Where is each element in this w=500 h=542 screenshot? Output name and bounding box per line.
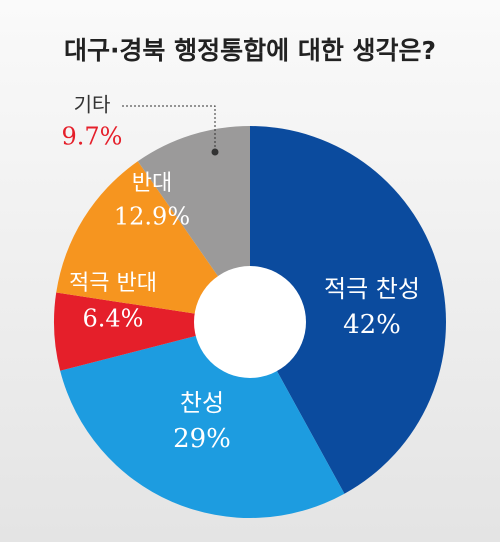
- value-label: 9.7%: [62, 123, 123, 151]
- donut-slice: [250, 126, 447, 494]
- donut-slice: [137, 126, 250, 322]
- slice-label: 적극 반대: [69, 271, 157, 296]
- value-label: 42%: [343, 310, 401, 340]
- donut-slice: [56, 161, 250, 322]
- slice-label: 찬성: [180, 389, 224, 417]
- slice-label: 반대: [132, 171, 172, 196]
- slice-label: 기타: [74, 93, 111, 117]
- slice-label: 적극 찬성: [324, 275, 420, 303]
- value-label: 12.9%: [114, 203, 190, 231]
- leader-dot: [211, 148, 219, 156]
- donut-slice: [53, 292, 250, 371]
- value-label: 6.4%: [83, 305, 144, 333]
- chart-title: 대구·경북 행정통합에 대한 생각은?: [64, 36, 436, 65]
- donut-hole: [194, 266, 306, 378]
- value-label: 29%: [173, 424, 231, 454]
- leader-line: [122, 105, 216, 150]
